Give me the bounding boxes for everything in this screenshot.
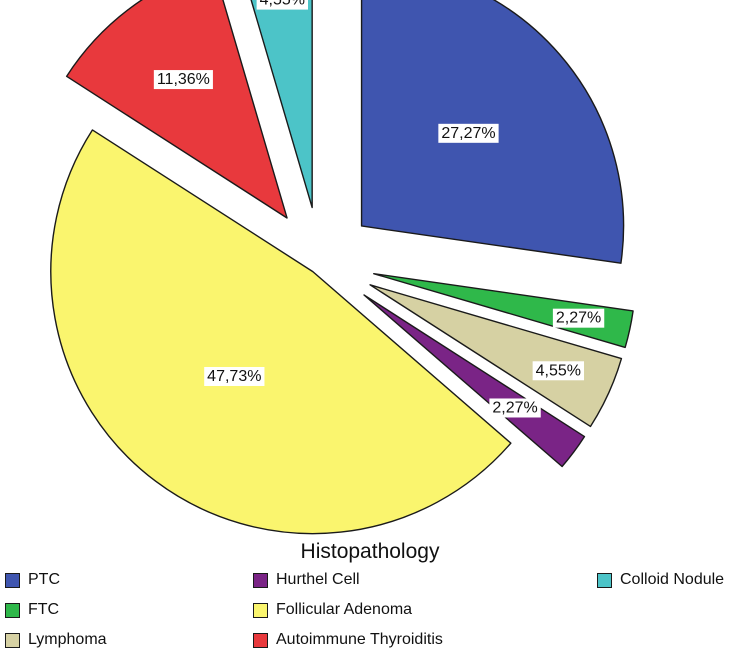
legend-swatch xyxy=(253,572,268,588)
legend-item-follicular-adenoma: Follicular Adenoma xyxy=(253,600,412,620)
legend-label: Colloid Nodule xyxy=(620,571,725,588)
legend-label: FTC xyxy=(28,601,60,618)
svg-text:27,27%: 27,27% xyxy=(441,125,495,142)
legend-item-ftc: FTC xyxy=(5,600,59,620)
legend-item-lymphoma: Lymphoma xyxy=(5,630,107,650)
legend-item-autoimmune-thyroiditis: Autoimmune Thyroiditis xyxy=(253,630,443,650)
legend-item-ptc: PTC xyxy=(5,570,60,590)
slice-label-lymphoma: 4,55% xyxy=(532,361,585,381)
svg-text:2,27%: 2,27% xyxy=(556,310,601,327)
pie-slice-hurthel-cell xyxy=(363,294,586,468)
legend-swatch xyxy=(597,572,612,588)
slice-label-ptc: 27,27% xyxy=(438,123,499,143)
legend-swatch xyxy=(253,602,268,618)
svg-text:4,55%: 4,55% xyxy=(536,362,581,379)
pie-slice-colloid-nodule xyxy=(250,0,313,209)
legend-label: PTC xyxy=(28,571,60,588)
svg-text:11,36%: 11,36% xyxy=(157,71,210,88)
legend-label: Lymphoma xyxy=(28,631,107,648)
legend-label: Autoimmune Thyroiditis xyxy=(276,631,443,648)
svg-text:2,27%: 2,27% xyxy=(492,399,537,416)
pie-slice-autoimmune-thyroiditis xyxy=(65,0,288,219)
slice-label-follicular-adenoma: 47,73% xyxy=(204,366,265,386)
legend-swatch xyxy=(5,572,20,588)
slice-label-ftc: 2,27% xyxy=(552,308,605,328)
legend-swatch xyxy=(253,632,268,648)
pie-slice-follicular-adenoma xyxy=(50,129,512,535)
svg-text:4,55%: 4,55% xyxy=(260,0,305,9)
svg-text:47,73%: 47,73% xyxy=(207,368,261,385)
pie-chart: 27,27% 2,27% 4,55% 2,27% 47,73% 11,36% 4,55% xyxy=(50,0,634,535)
slice-label-hurthel-cell: 2,27% xyxy=(489,398,541,418)
legend-item-hurthel-cell: Hurthel Cell xyxy=(253,570,360,590)
pie-slice-ftc xyxy=(373,272,634,349)
legend-title: Histopathology xyxy=(300,540,440,563)
slice-label-colloid-nodule: 4,55% xyxy=(256,0,308,10)
legend-label: Hurthel Cell xyxy=(276,571,360,588)
legend-label: Follicular Adenoma xyxy=(276,601,413,618)
pie-slice-lymphoma xyxy=(369,284,623,428)
legend-swatch xyxy=(5,632,20,648)
legend-item-colloid-nodule: Colloid Nodule xyxy=(597,570,724,590)
slice-label-autoimmune-thyroiditis: 11,36% xyxy=(153,70,213,90)
legend-swatch xyxy=(5,602,20,618)
